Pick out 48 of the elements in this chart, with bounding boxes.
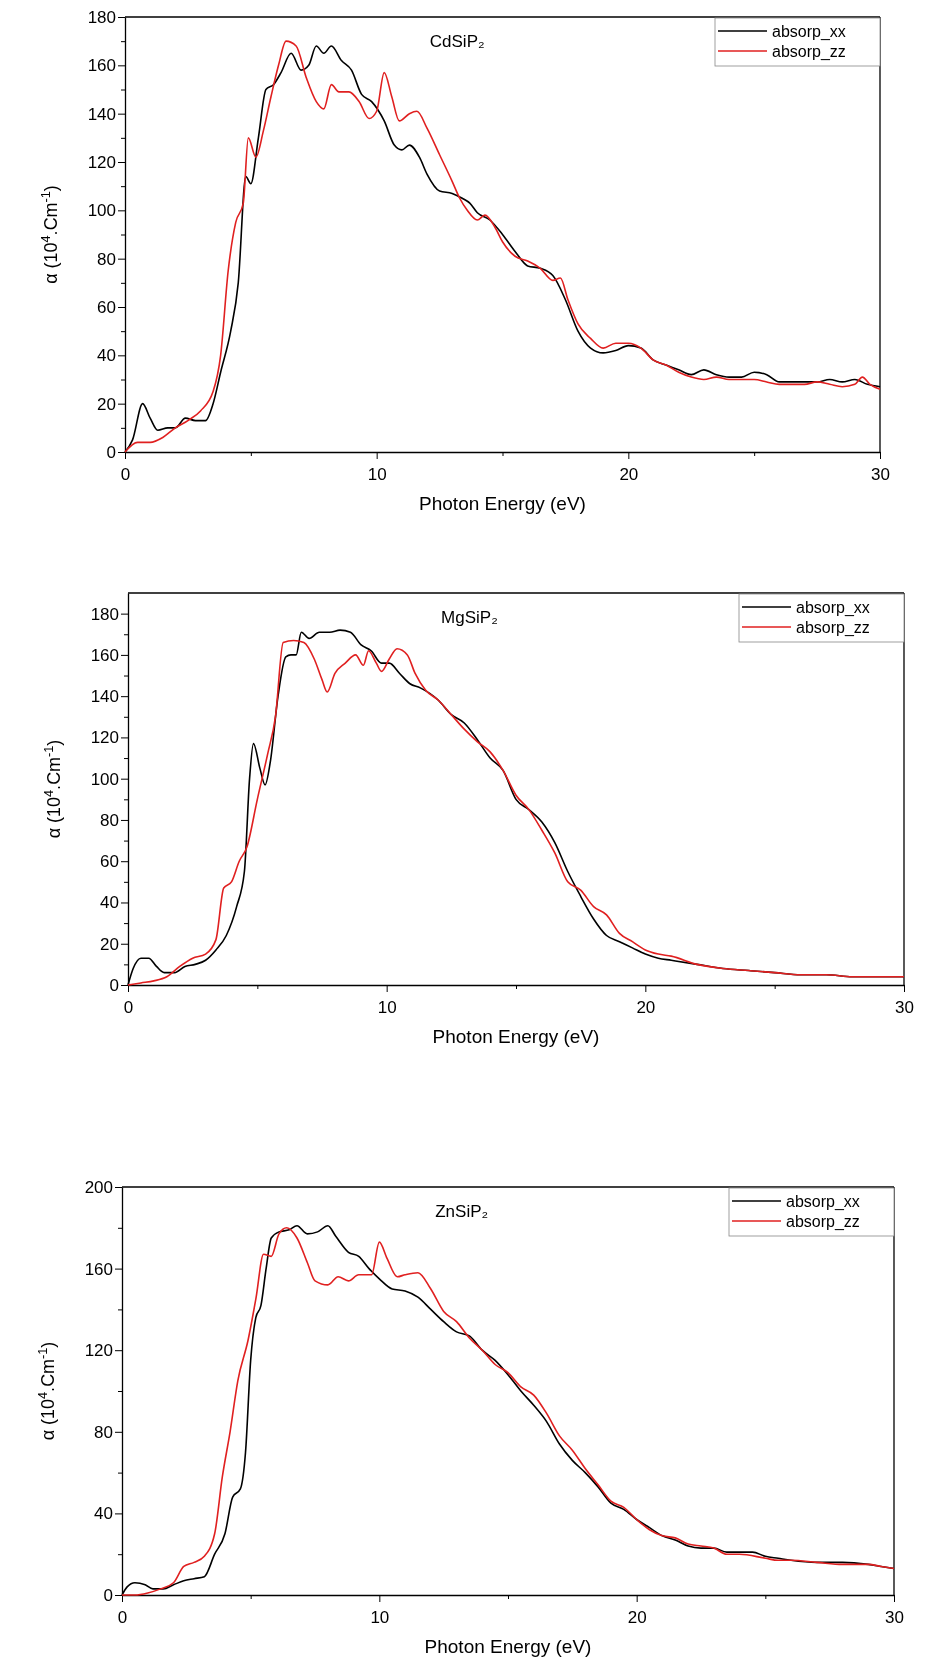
y-tick-label: 0 bbox=[109, 975, 119, 995]
x-tick-label: 20 bbox=[619, 464, 639, 484]
y-tick-label: 100 bbox=[90, 769, 119, 789]
x-tick-label: 0 bbox=[123, 997, 134, 1017]
legend-label: absorp_zz bbox=[786, 1213, 860, 1231]
y-tick-label: 80 bbox=[100, 810, 119, 830]
y-tick-label: 20 bbox=[97, 394, 116, 414]
text: MgSiP₂ bbox=[441, 608, 498, 627]
y-tick-label: 140 bbox=[90, 687, 119, 707]
x-tick-label: 10 bbox=[370, 1607, 390, 1627]
x-tick-label: 10 bbox=[377, 997, 397, 1017]
legend-label: absorp_xx bbox=[786, 1193, 860, 1211]
y-tick-label: 40 bbox=[100, 893, 119, 913]
x-axis-title: Photon Energy (eV) bbox=[419, 493, 586, 514]
y-tick-label: 40 bbox=[94, 1504, 113, 1524]
x-tick-label: 20 bbox=[636, 997, 656, 1017]
x-tick-label: 20 bbox=[627, 1607, 647, 1627]
x-axis-title: Photon Energy (eV) bbox=[424, 1636, 592, 1657]
y-tick-label: 160 bbox=[87, 56, 116, 76]
y-tick-label: 0 bbox=[106, 442, 116, 462]
y-tick-label: 40 bbox=[97, 346, 116, 366]
x-tick-label: 30 bbox=[895, 997, 914, 1017]
y-tick-label: 120 bbox=[87, 152, 116, 172]
x-tick-label: 30 bbox=[885, 1607, 904, 1627]
legend-label: absorp_xx bbox=[796, 599, 870, 617]
y-tick-label: 80 bbox=[97, 249, 116, 269]
y-tick-label: 140 bbox=[87, 104, 116, 124]
legend-label: absorp_xx bbox=[772, 23, 846, 41]
x-tick-label: 10 bbox=[367, 464, 387, 484]
x-axis-title: Photon Energy (eV) bbox=[432, 1026, 600, 1047]
y-tick-label: 180 bbox=[90, 604, 119, 624]
text: ZnSiP₂ bbox=[435, 1202, 489, 1221]
y-tick-label: 0 bbox=[103, 1585, 113, 1605]
y-tick-label: 20 bbox=[100, 934, 119, 954]
legend-label: absorp_zz bbox=[772, 43, 846, 61]
legend-label: absorp_zz bbox=[796, 619, 870, 637]
text: CdSiP₂ bbox=[429, 32, 485, 51]
y-tick-label: 200 bbox=[84, 1177, 113, 1197]
y-tick-label: 100 bbox=[87, 201, 116, 221]
y-tick-label: 60 bbox=[100, 852, 119, 872]
y-tick-label: 80 bbox=[94, 1422, 113, 1442]
y-tick-label: 160 bbox=[84, 1259, 113, 1279]
y-tick-label: 160 bbox=[90, 645, 119, 665]
x-tick-label: 30 bbox=[871, 464, 890, 484]
y-tick-label: 120 bbox=[84, 1341, 113, 1361]
y-tick-label: 180 bbox=[87, 7, 116, 27]
y-tick-label: 60 bbox=[97, 297, 116, 317]
y-tick-label: 120 bbox=[90, 728, 119, 748]
